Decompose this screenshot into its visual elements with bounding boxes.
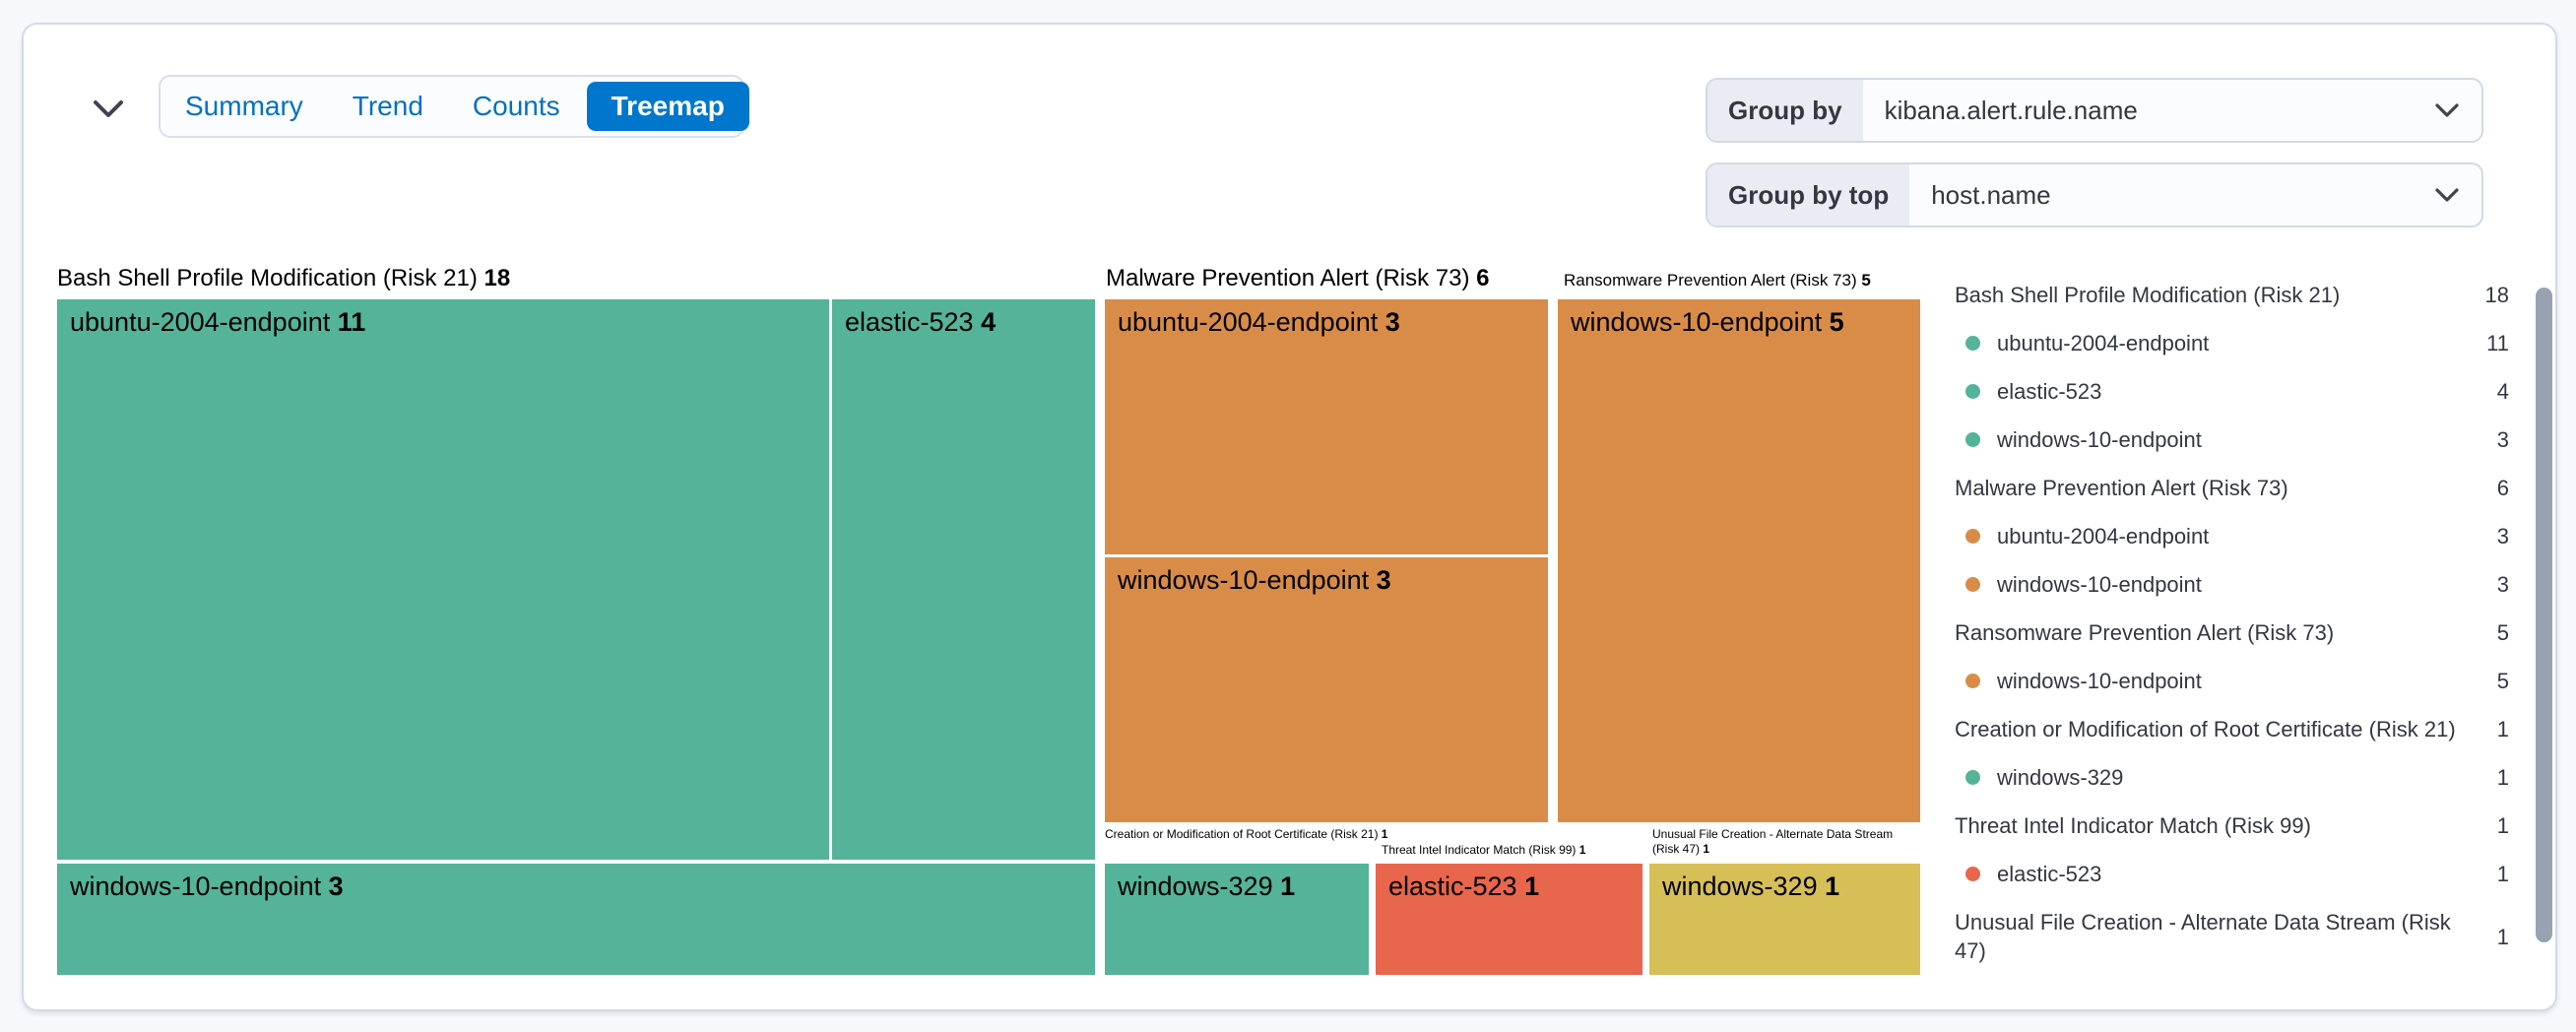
legend-value: 1 [2496, 813, 2509, 838]
treemap-cell[interactable]: windows-329 1 [1649, 864, 1920, 975]
treemap-group-title: Ransomware Prevention Alert (Risk 73) 5 [1564, 271, 1871, 290]
legend-label: Unusual File Creation - Alternate Data S… [1955, 910, 2451, 963]
legend-label: windows-10-endpoint [1997, 427, 2202, 452]
treemap-group-title: Malware Prevention Alert (Risk 73) 6 [1106, 265, 1490, 291]
legend-item-host[interactable]: windows-329 1 [1955, 753, 2509, 802]
treemap-cell[interactable]: ubuntu-2004-endpoint 11 [57, 299, 829, 860]
legend-label: elastic-523 [1997, 379, 2102, 404]
legend-item-rule[interactable]: Malware Prevention Alert (Risk 73) 6 [1955, 464, 2509, 512]
legend-label: Threat Intel Indicator Match (Risk 99) [1955, 813, 2311, 838]
legend-scrollbar-thumb[interactable] [2536, 288, 2552, 942]
chevron-down-icon [2434, 80, 2481, 141]
legend-color-dot [1965, 529, 1980, 544]
legend-color-dot [1965, 432, 1980, 447]
tab-trend[interactable]: Trend [328, 77, 448, 136]
legend-value: 3 [2496, 427, 2509, 452]
tab-summary[interactable]: Summary [161, 77, 328, 136]
group-by-value: kibana.alert.rule.name [1884, 95, 2138, 125]
legend-item-host[interactable]: windows-10-endpoint 3 [1955, 416, 2509, 464]
legend-value: 3 [2496, 524, 2509, 548]
tab-treemap[interactable]: Treemap [586, 82, 749, 131]
legend-value: 4 [2496, 379, 2509, 404]
treemap-group-title: Unusual File Creation - Alternate Data S… [1652, 827, 1894, 856]
collapse-section-button[interactable] [85, 86, 132, 133]
treemap-cell[interactable]: elastic-523 1 [1376, 864, 1642, 975]
legend-label: Malware Prevention Alert (Risk 73) [1955, 476, 2288, 500]
legend-value: 1 [2496, 924, 2509, 949]
legend-item-rule[interactable]: Bash Shell Profile Modification (Risk 21… [1955, 271, 2509, 319]
legend-item-host[interactable]: elastic-523 4 [1955, 367, 2509, 416]
legend-label: Creation or Modification of Root Certifi… [1955, 717, 2456, 742]
legend-color-dot [1965, 384, 1980, 399]
group-by-top-label: Group by top [1707, 164, 1910, 226]
legend-label: ubuntu-2004-endpoint [1997, 331, 2210, 355]
legend-value: 18 [2484, 283, 2509, 307]
tab-counts[interactable]: Counts [448, 77, 585, 136]
legend-label: elastic-523 [1997, 862, 2102, 886]
legend-value: 1 [2496, 765, 2509, 790]
legend-value: 3 [2496, 572, 2509, 597]
legend-value: 1 [2496, 717, 2509, 742]
chevron-down-icon [92, 98, 125, 120]
legend-item-rule[interactable]: Threat Intel Indicator Match (Risk 99) 1 [1955, 802, 2509, 850]
legend-label: windows-10-endpoint [1997, 572, 2202, 597]
legend-color-dot [1965, 674, 1980, 688]
legend-item-host[interactable]: ubuntu-2004-endpoint 11 [1955, 319, 2509, 367]
treemap-cell[interactable]: windows-10-endpoint 3 [57, 864, 1095, 975]
treemap-cell[interactable]: windows-10-endpoint 5 [1558, 299, 1920, 822]
legend-label: Bash Shell Profile Modification (Risk 21… [1955, 283, 2341, 307]
legend-label: Ransomware Prevention Alert (Risk 73) [1955, 620, 2335, 645]
legend-label: windows-329 [1997, 765, 2124, 790]
legend-color-dot [1965, 577, 1980, 592]
treemap-group-title: Creation or Modification of Root Certifi… [1105, 827, 1388, 841]
legend-item-host[interactable]: windows-10-endpoint 3 [1955, 560, 2509, 609]
group-by-top-value: host.name [1931, 179, 2051, 210]
legend-color-dot [1965, 336, 1980, 351]
legend-color-dot [1965, 770, 1980, 785]
legend-value: 11 [2486, 331, 2509, 355]
legend-label: ubuntu-2004-endpoint [1997, 524, 2210, 548]
treemap-legend: Bash Shell Profile Modification (Risk 21… [1955, 271, 2509, 975]
treemap-cell[interactable]: elastic-523 4 [832, 299, 1095, 860]
legend-label: windows-10-endpoint [1997, 669, 2202, 693]
legend-item-host[interactable]: elastic-523 1 [1955, 850, 2509, 898]
legend-item-rule[interactable]: Ransomware Prevention Alert (Risk 73) 5 [1955, 609, 2509, 657]
legend-item-host[interactable]: windows-10-endpoint 5 [1955, 657, 2509, 705]
view-tab-group: Summary Trend Counts Treemap [159, 75, 749, 138]
legend-value: 5 [2496, 669, 2509, 693]
legend-value: 1 [2496, 862, 2509, 886]
treemap-cell[interactable]: windows-10-endpoint 3 [1105, 557, 1548, 822]
chevron-down-icon [2434, 164, 2481, 226]
group-by-control[interactable]: Group by kibana.alert.rule.name [1706, 78, 2483, 143]
legend-value: 5 [2496, 620, 2509, 645]
legend-color-dot [1965, 867, 1980, 881]
treemap-cell[interactable]: windows-329 1 [1105, 864, 1369, 975]
legend-item-rule[interactable]: Creation or Modification of Root Certifi… [1955, 705, 2509, 753]
treemap-group-title: Threat Intel Indicator Match (Risk 99) 1 [1382, 843, 1586, 857]
treemap-cell[interactable]: ubuntu-2004-endpoint 3 [1105, 299, 1548, 554]
group-by-top-control[interactable]: Group by top host.name [1706, 162, 2483, 227]
treemap-group-title: Bash Shell Profile Modification (Risk 21… [57, 265, 511, 291]
legend-item-host[interactable]: ubuntu-2004-endpoint 3 [1955, 512, 2509, 560]
legend-item-rule[interactable]: Unusual File Creation - Alternate Data S… [1955, 898, 2509, 975]
group-by-label: Group by [1707, 80, 1863, 141]
legend-value: 6 [2496, 476, 2509, 500]
